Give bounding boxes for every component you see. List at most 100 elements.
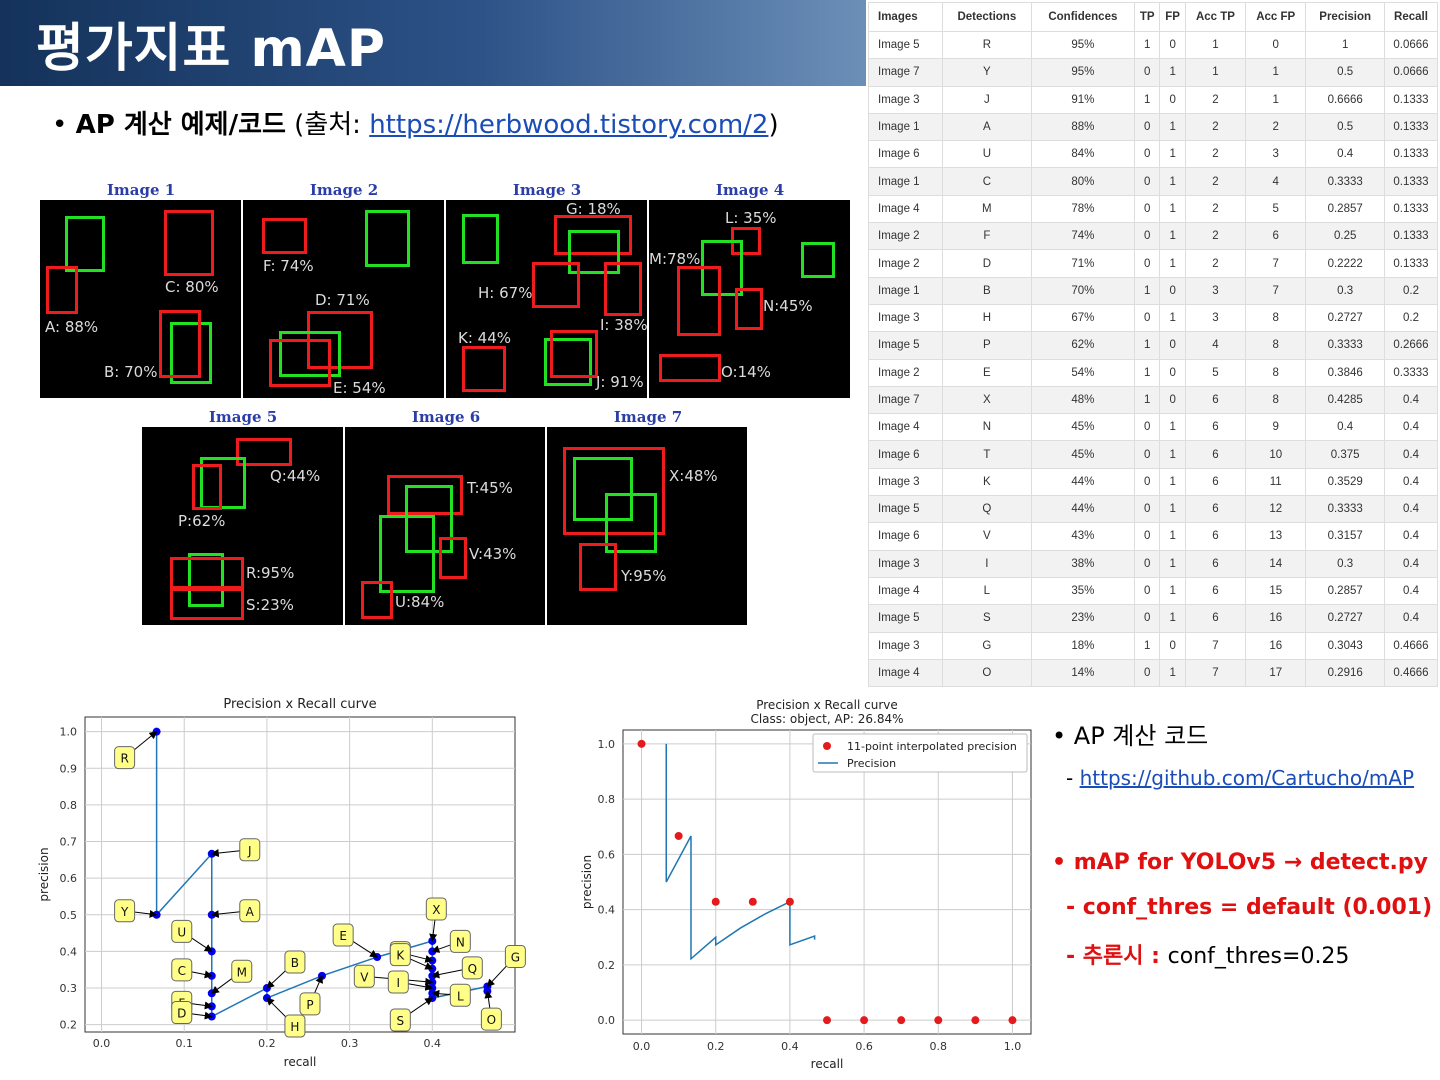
table-cell: 0.4666 (1383, 658, 1439, 688)
table-row: Image 5 P 62% 1 0 4 8 0.3333 0.2666 (868, 331, 1439, 360)
table-cell: 3 (1184, 276, 1247, 305)
table-cell: 1 (1159, 467, 1186, 497)
legend-label: Precision (847, 757, 896, 770)
source-link[interactable]: https://herbwood.tistory.com/2 (369, 110, 769, 140)
table-cell: 0.5 (1305, 58, 1385, 87)
legend-box (812, 733, 1028, 773)
y-tick-label: 0.3 (60, 982, 78, 995)
table-cell: 0.4 (1383, 440, 1439, 469)
table-cell: 13 (1245, 522, 1307, 551)
point-label: R (120, 752, 128, 766)
table-cell: 44% (1030, 467, 1136, 497)
det-label: K: 44% (458, 329, 511, 347)
table-cell: 15 (1245, 576, 1307, 606)
table-cell: 0.4 (1383, 495, 1439, 524)
det-box-k (462, 346, 506, 392)
table-cell: 1 (1159, 222, 1186, 251)
annotation-box (171, 958, 193, 982)
table-cell: 0.375 (1305, 440, 1385, 469)
annotation-box (449, 929, 471, 953)
table-cell: Image 7 (868, 58, 943, 87)
x-axis-label: recall (811, 1057, 844, 1071)
y-tick-label: 0.9 (60, 762, 78, 775)
det-box-a (46, 266, 78, 314)
table-cell: Image 5 (868, 604, 943, 633)
table-header-row: Images Detections Confidences TP FP Acc TP Acc… (868, 2, 1439, 32)
table-cell: 1 (1159, 140, 1186, 169)
table-cell: M (942, 194, 1032, 224)
det-label: A: 88% (45, 318, 99, 336)
gt-box (801, 242, 835, 278)
table-cell: 7 (1245, 249, 1307, 278)
x-tick-label: 0.1 (175, 1037, 193, 1050)
det-box-b (159, 310, 201, 378)
precision-line (665, 743, 816, 961)
table-cell: 0 (1159, 30, 1186, 60)
table-cell: 0 (1159, 631, 1186, 660)
annotation-box (114, 899, 136, 923)
table-cell: R (942, 30, 1032, 60)
gt-box (405, 485, 453, 553)
table-cell: 0.3846 (1305, 358, 1385, 387)
table-cell: Image 4 (868, 658, 943, 688)
table-cell: B (942, 276, 1032, 305)
table-cell: 1 (1159, 413, 1186, 442)
table-cell: 2 (1184, 249, 1247, 278)
table-cell: 0 (1134, 58, 1161, 87)
table-cell: 0.1333 (1383, 85, 1439, 114)
cartucho-link[interactable]: https://github.com/Cartucho/mAP (1079, 766, 1415, 790)
table-cell: 18% (1030, 631, 1136, 660)
table-cell: 91% (1030, 85, 1136, 114)
table-cell: 8 (1245, 303, 1307, 333)
annotation-box (389, 943, 411, 967)
table-cell: 2 (1184, 140, 1247, 169)
gt-box (279, 331, 341, 377)
point-label: V (360, 970, 369, 984)
table-cell: 16 (1245, 604, 1307, 633)
dash: - (1066, 766, 1080, 790)
table-cell: 1 (1159, 112, 1186, 142)
annotation-box (284, 950, 306, 974)
annotation-box (389, 1008, 411, 1032)
table-cell: 1 (1159, 604, 1186, 633)
annotation-box (171, 919, 193, 943)
table-cell: I (942, 549, 1032, 578)
annotation-box (425, 897, 447, 921)
point-label: J (247, 844, 252, 858)
table-cell: 62% (1030, 331, 1136, 360)
table-cell: 48% (1030, 385, 1136, 415)
table-cell: 0 (1134, 303, 1161, 333)
table-header-cell: TP (1134, 2, 1161, 32)
table-cell: 70% (1030, 276, 1136, 305)
table-cell: Image 4 (868, 576, 943, 606)
table-cell: 0.2916 (1305, 658, 1385, 688)
y-tick-label: 0.8 (60, 799, 78, 812)
det-box-v (439, 537, 467, 579)
det-label: S:23% (246, 596, 294, 614)
bullet-mark: • (52, 110, 68, 140)
table-row: Image 5 Q 44% 0 1 6 12 0.3333 0.4 (868, 495, 1439, 524)
image-title-1: Image 1 (106, 181, 176, 199)
table-cell: 0.1333 (1383, 194, 1439, 224)
table-cell: 0 (1134, 112, 1161, 142)
table-row: Image 3 K 44% 0 1 6 11 0.3529 0.4 (868, 467, 1439, 497)
table-cell: 6 (1184, 495, 1247, 524)
annotation-box (299, 992, 321, 1016)
table-cell: 6 (1245, 222, 1307, 251)
table-cell: Image 3 (868, 303, 943, 333)
table-cell: 95% (1030, 58, 1136, 87)
table-cell: L (942, 576, 1032, 606)
annotation-box (504, 944, 526, 968)
table-cell: 0.3157 (1305, 522, 1385, 551)
table-row: Image 3 H 67% 0 1 3 8 0.2727 0.2 (868, 303, 1439, 333)
table-cell: Image 3 (868, 467, 943, 497)
table-cell: 0 (1134, 440, 1161, 469)
table-cell: 54% (1030, 358, 1136, 387)
table-cell: 1 (1305, 30, 1385, 60)
det-label: H: 67% (478, 284, 533, 302)
table-header-cell: Acc TP (1184, 2, 1247, 32)
table-cell: 1 (1134, 331, 1161, 360)
det-label: B: 70% (104, 363, 158, 381)
table-cell: 0.2222 (1305, 249, 1385, 278)
table-cell: 1 (1159, 194, 1186, 224)
